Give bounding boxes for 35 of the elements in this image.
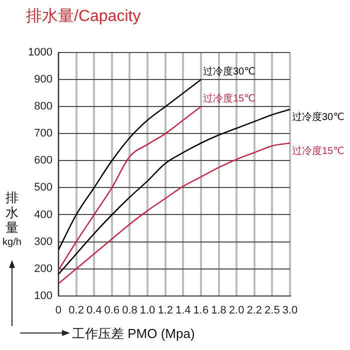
y-tick-label: 800	[34, 100, 52, 113]
x-tick-label: 2.2	[246, 304, 262, 316]
x-tick-label: 1.0	[140, 304, 156, 316]
y-tick-label: 500	[34, 182, 52, 194]
annotation: 过冷度30℃	[292, 111, 344, 124]
y-tick-label: 100	[34, 290, 52, 302]
x-tick-label: 2.0	[228, 304, 244, 316]
x-tick-label: 1.8	[211, 304, 226, 316]
x-tick-label: 1.2	[158, 304, 173, 316]
y-tick-label: 400	[34, 208, 52, 221]
x-tick-label: 0.4	[86, 304, 102, 316]
x-tick-label: 3.0	[282, 304, 298, 316]
line-series	[58, 108, 291, 275]
y-axis-title: 排水量 kg/h	[2, 190, 22, 250]
y-tick-label: 900	[34, 74, 52, 86]
x-tick-label: 0	[55, 304, 62, 316]
y-tick-label: 700	[34, 128, 52, 140]
x-tick-label: 2.5	[264, 304, 280, 316]
annotation: 过冷度15℃	[292, 144, 344, 157]
x-tick-label: 1.6	[193, 304, 209, 316]
line-series	[58, 106, 202, 271]
y-tick-label: 600	[34, 154, 52, 167]
annotation: 过冷度30℃	[202, 65, 256, 78]
annotation: 过冷度15℃	[202, 92, 256, 104]
x-tick-label: 0.2	[68, 304, 84, 316]
line-series	[58, 142, 291, 284]
y-tick-label: 300	[34, 236, 52, 248]
x-tick-label: 0.6	[104, 304, 120, 316]
x-tick-label: 1.4	[175, 304, 191, 316]
x-axis-title: 工作压差 PMO (Mpa)	[72, 325, 195, 343]
line-series	[58, 78, 202, 251]
chart-title: 排水量/Capacity	[26, 6, 141, 27]
x-tick-label: 0.8	[122, 304, 138, 316]
y-tick-label: 1000	[28, 46, 52, 59]
y-tick-label: 200	[34, 262, 52, 275]
